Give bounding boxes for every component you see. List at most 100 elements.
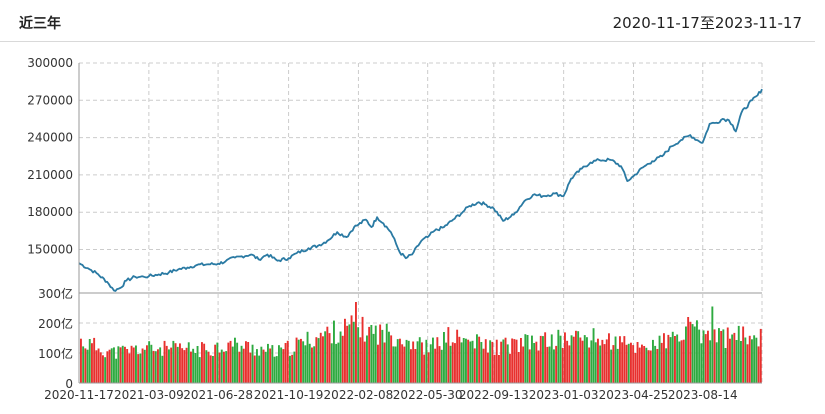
volume-bar (722, 329, 725, 383)
volume-bar (645, 347, 648, 383)
volume-bar (718, 328, 720, 383)
volume-bar (291, 354, 294, 383)
volume-bar (161, 355, 164, 383)
volume-bar (381, 329, 384, 383)
volume-bar (511, 338, 514, 383)
volume-bar (220, 349, 223, 383)
volume-bar (630, 342, 632, 383)
volume-bar (194, 353, 197, 383)
volume-bar (537, 350, 540, 383)
volume-bar (451, 342, 454, 383)
volume-bar (346, 325, 349, 383)
period-title[interactable]: 近三年 (19, 16, 61, 32)
volume-bar (608, 333, 610, 383)
volume-bar (163, 340, 166, 383)
y-tick-label-volume: 0 (65, 377, 73, 391)
volume-bar (473, 348, 476, 383)
volume-bar (671, 331, 674, 383)
volume-bar (482, 348, 485, 383)
volume-bar (614, 336, 617, 383)
volume-bar (423, 354, 426, 383)
volume-bar (198, 357, 201, 383)
volume-bar (456, 329, 459, 383)
volume-bar (689, 321, 692, 383)
volume-bar (119, 347, 122, 383)
volume-bar (520, 338, 522, 383)
volume-bar (137, 354, 140, 383)
y-tick-label-price: 210000 (27, 168, 73, 182)
volume-bar (190, 351, 192, 383)
volume-bar (605, 339, 608, 383)
volume-bar (597, 338, 599, 383)
volume-bar (154, 351, 157, 383)
volume-bar (170, 347, 173, 383)
volume-bar (524, 334, 527, 383)
volume-bar (102, 355, 104, 383)
x-tick-label: 2021-06-28 (183, 388, 253, 402)
volume-bar (462, 338, 465, 383)
volume-bar (377, 344, 379, 383)
volume-bar (603, 344, 606, 383)
volume-bar (253, 355, 256, 383)
volume-bar (216, 342, 219, 383)
volume-bar (757, 346, 760, 383)
volume-bar (251, 344, 254, 383)
volume-bar (729, 338, 731, 383)
volume-bar (192, 348, 195, 383)
volume-bar (506, 344, 509, 383)
volume-bar (544, 332, 547, 383)
volume-bar (176, 346, 179, 383)
volume-bar (344, 318, 346, 383)
volume-bar (97, 348, 100, 383)
volume-bar (322, 336, 324, 383)
y-tick-label-price: 180000 (27, 205, 73, 219)
volume-bar (733, 332, 736, 383)
volume-bar (678, 341, 681, 383)
volume-bar (104, 357, 107, 383)
volume-bar (619, 336, 621, 383)
volume-bar (513, 339, 516, 383)
volume-bar (106, 351, 109, 383)
volume-bar (238, 351, 241, 383)
volume-bar (682, 339, 685, 383)
volume-bar (434, 348, 437, 383)
volume-bar (168, 349, 170, 383)
volume-bar (561, 347, 564, 383)
date-range: 2020-11-17至2023-11-17 (612, 14, 802, 32)
volume-bar (553, 349, 555, 383)
volume-bar (548, 346, 551, 383)
volume-bar (207, 351, 210, 383)
volume-bar (621, 342, 624, 383)
volume-bar (517, 352, 520, 383)
volume-bar (280, 347, 283, 383)
volume-bar (388, 331, 390, 383)
y-tick-label-price: 240000 (27, 131, 73, 145)
volume-bar (667, 334, 670, 383)
volume-bar (201, 342, 203, 383)
volume-bar (731, 334, 734, 383)
volume-bar (445, 342, 448, 383)
volume-bar (271, 345, 274, 383)
volume-bar (313, 346, 316, 383)
volume-bar (557, 329, 560, 383)
x-tick-label: 2022-09-13 (459, 388, 529, 402)
volume-bar (755, 337, 758, 383)
volume-bar (128, 353, 131, 383)
volume-bar (465, 338, 467, 383)
volume-bar (583, 335, 586, 383)
volume-bar (335, 343, 338, 383)
volume-bar (685, 326, 687, 383)
volume-bar (676, 334, 679, 383)
volume-bar (698, 329, 701, 383)
volume-bar (295, 337, 298, 383)
volume-bar (429, 344, 432, 383)
volume-bar (242, 348, 245, 383)
volume-bar (333, 320, 335, 383)
volume-bar (702, 330, 705, 383)
volume-bar (495, 339, 498, 383)
volume-bar (526, 335, 529, 383)
volume-bar (623, 336, 626, 383)
volume-bar (214, 344, 217, 383)
volume-bar (658, 335, 661, 383)
